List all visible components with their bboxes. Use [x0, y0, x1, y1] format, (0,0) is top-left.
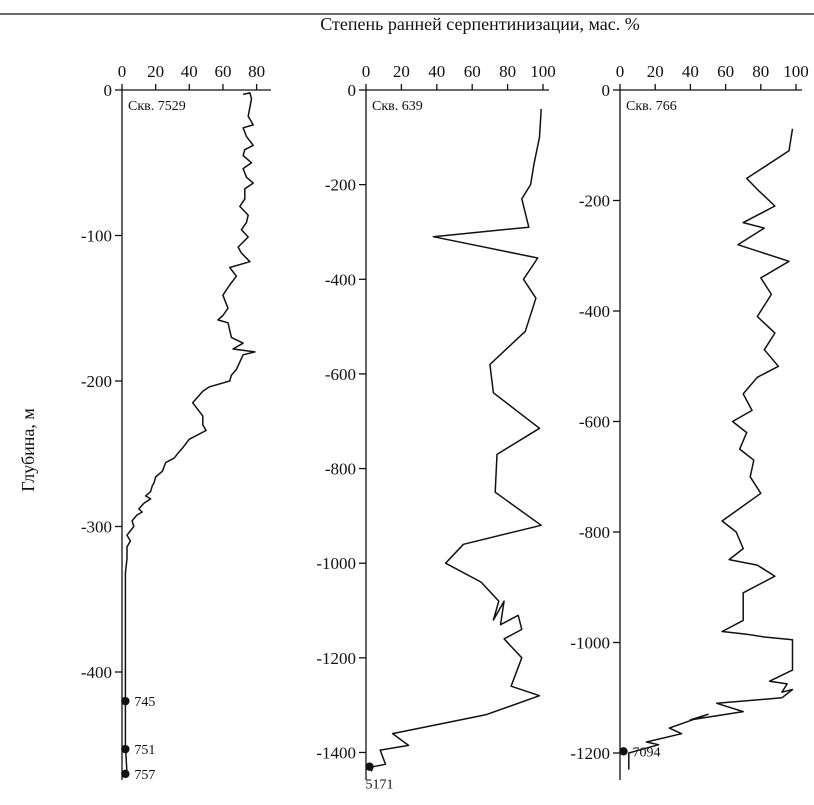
- sample-point: [619, 747, 628, 756]
- x-tick-label: 80: [752, 62, 769, 81]
- x-tick-label: 80: [248, 62, 265, 81]
- y-axis-label: Глубина, м: [18, 408, 38, 492]
- panel-1: 0 20 40 60 80 0 -100 -200 -300 -400 Скв. 7529 745 75…: [81, 62, 271, 783]
- x-tick-label: 60: [214, 62, 231, 81]
- x-tick-label: 0: [118, 62, 127, 81]
- x-tick-label: 100: [530, 62, 556, 81]
- panels: 0 20 40 60 80 0 -100 -200 -300 -400 Скв. 7529 745 75…: [81, 62, 809, 793]
- serpentinization-profile-line: [124, 92, 256, 774]
- sample-point: [121, 769, 130, 779]
- x-tick-label: 80: [499, 62, 516, 81]
- y-tick-label: -200: [81, 372, 112, 391]
- x-tick-label: 20: [647, 62, 664, 81]
- top-axis-label: Степень ранней серпентинизации, мас. %: [320, 14, 639, 34]
- sample-label: 757: [134, 768, 155, 783]
- y-tick-label: -1000: [570, 634, 610, 653]
- y-tick-label: 0: [104, 81, 113, 100]
- sample-label: 751: [134, 743, 155, 758]
- x-tick-label: 20: [393, 62, 410, 81]
- x-tick-label: 40: [682, 62, 699, 81]
- y-tick-label: -1200: [316, 649, 356, 668]
- y-tick-label: -400: [579, 302, 610, 321]
- y-tick-label: -1000: [316, 554, 356, 573]
- x-tick-label: 40: [428, 62, 445, 81]
- x-tick-label: 0: [362, 62, 371, 81]
- well-label: Скв. 639: [372, 99, 423, 114]
- x-tick-label: 100: [783, 62, 809, 81]
- y-tick-label: -200: [325, 176, 356, 195]
- sample-label: 5171: [366, 778, 394, 793]
- panel-3: 0 20 40 60 80 100 0 -200 -400 -600 -800 -1000 -1200 С…: [570, 62, 809, 780]
- sample-label: 745: [134, 695, 155, 710]
- serpentinization-profile-line: [370, 108, 542, 772]
- sample-point: [121, 696, 130, 706]
- sample-label: 7094: [633, 745, 661, 760]
- y-tick-label: 0: [602, 81, 611, 100]
- sample-point: [121, 744, 130, 754]
- y-tick-label: -600: [325, 365, 356, 384]
- y-tick-label: 0: [348, 81, 357, 100]
- y-tick-label: -200: [579, 192, 610, 211]
- x-tick-label: 20: [147, 62, 164, 81]
- x-tick-label: 60: [464, 62, 481, 81]
- y-tick-label: -600: [579, 413, 610, 432]
- y-tick-label: -300: [81, 518, 112, 537]
- y-tick-label: -100: [81, 227, 112, 246]
- x-tick-label: 0: [616, 62, 625, 81]
- sample-point: [365, 762, 374, 771]
- y-tick-label: -800: [325, 460, 356, 479]
- serpentinization-profile-line: [628, 128, 794, 770]
- well-label: Скв. 766: [626, 99, 677, 114]
- x-tick-label: 60: [717, 62, 734, 81]
- well-label: Скв. 7529: [128, 99, 186, 114]
- x-tick-label: 40: [181, 62, 198, 81]
- y-tick-label: -1200: [570, 744, 610, 763]
- y-tick-label: -800: [579, 523, 610, 542]
- y-tick-label: -400: [81, 663, 112, 682]
- y-tick-label: -400: [325, 270, 356, 289]
- panel-2: 0 20 40 60 80 100 0 -200 -400 -600 -800 -1000 -1200 -…: [316, 62, 555, 793]
- y-tick-label: -1400: [316, 743, 356, 762]
